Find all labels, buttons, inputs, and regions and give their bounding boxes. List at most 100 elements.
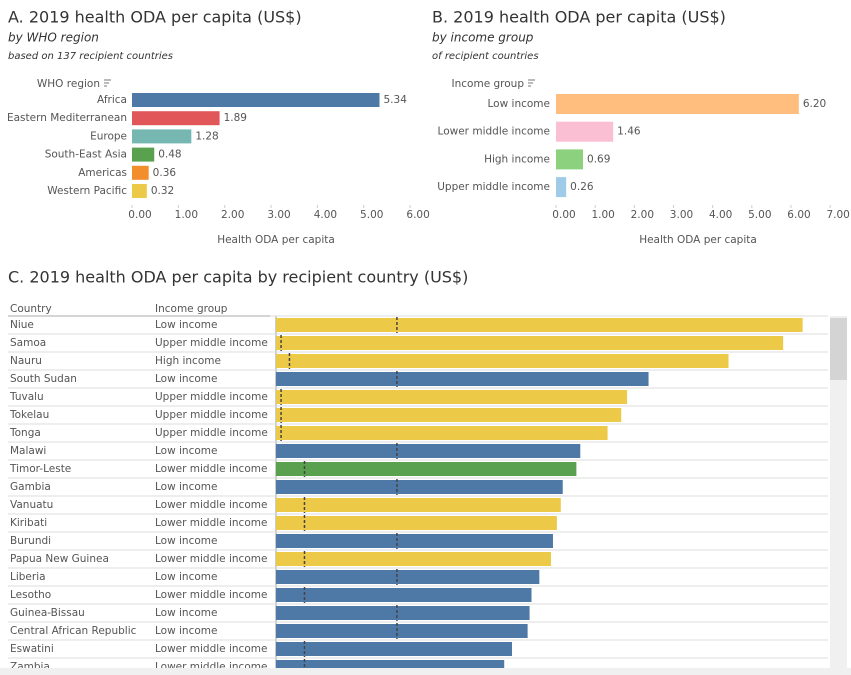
sort-icon[interactable] [528,79,535,87]
bar [276,336,784,350]
bar [132,184,147,198]
x-axis-title: Health ODA per capita [639,234,757,246]
category-header: WHO region [37,78,100,90]
bar [276,462,577,476]
value-label: 0.36 [153,167,177,179]
bar [276,534,553,548]
bottom-strip [0,668,851,675]
bar [276,408,622,422]
x-axis-title: Health ODA per capita [217,234,335,246]
bar [132,147,155,162]
x-tick-label: 5.00 [748,209,771,221]
bar [276,372,649,386]
value-label: 1.89 [224,112,247,124]
country-label: Papua New Guinea [10,553,109,565]
country-label: Kiribati [10,517,47,529]
income-label: Lower middle income [155,463,267,475]
country-label: Niue [10,319,34,331]
country-label: Gambia [10,481,51,493]
chart-note: based on 137 recipient countries [8,51,173,62]
x-tick-label: 7.00 [826,209,849,221]
bar [556,177,567,198]
country-label: South Sudan [10,373,77,385]
x-tick-label: 4.00 [709,209,732,221]
income-label: Upper middle income [155,391,268,403]
x-tick-label: 3.00 [670,209,693,221]
income-label: Low income [155,607,217,619]
income-label: Upper middle income [155,409,268,421]
x-tick-label: 0.00 [128,209,151,221]
table-bars: Niue Low income Samoa Upper middle income Na… [8,315,828,675]
chart-subtitle: by income group [432,31,534,45]
country-label: Nauru [10,355,42,367]
x-tick-label: 0.00 [552,209,575,221]
income-label: Low income [155,571,217,583]
y-tick-label: Africa [97,94,127,106]
income-label: Lower middle income [155,553,267,565]
value-label: 0.26 [570,181,594,193]
country-label: Burundi [10,535,51,547]
income-label: Lower middle income [155,643,267,655]
income-label: Low income [155,481,217,493]
bar [276,498,561,512]
bar [276,570,540,584]
x-tick-label: 6.00 [406,209,429,221]
bar [276,606,530,620]
bar [276,516,557,530]
income-label: Low income [155,445,217,457]
income-label: Low income [155,625,217,637]
column-header: Income group [155,303,228,315]
value-label: 0.69 [587,153,610,165]
bar [556,121,614,142]
country-label: Eswatini [10,643,54,655]
x-tick-label: 1.00 [175,209,198,221]
bar [276,318,803,332]
bar [556,94,799,114]
sort-icon[interactable] [104,79,111,87]
bar [276,426,608,440]
x-tick-label: 1.00 [591,209,614,221]
bar [276,552,552,566]
scrollbar[interactable] [830,316,847,668]
y-tick-label: Upper middle income [437,181,550,193]
country-label: Malawi [10,445,46,457]
value-label: 0.32 [151,185,174,197]
y-tick-label: Europe [90,130,127,142]
value-label: 0.48 [158,149,181,161]
value-label: 5.34 [384,94,408,106]
bar [276,444,581,458]
bar [276,354,729,368]
y-tick-label: High income [484,153,550,165]
x-tick-label: 4.00 [314,209,337,221]
chart-title: C. 2019 health ODA per capita by recipie… [8,268,468,287]
y-tick-label: Americas [78,167,127,179]
bar [132,165,149,180]
bar [276,390,628,404]
income-label: Lower middle income [155,499,267,511]
income-label: Upper middle income [155,337,268,349]
income-label: Low income [155,373,217,385]
chart-title: B. 2019 health ODA per capita (US$) [432,8,726,27]
y-tick-label: South-East Asia [45,149,127,161]
income-label: Low income [155,319,217,331]
scrollbar-thumb[interactable] [830,318,847,380]
chart-title: A. 2019 health ODA per capita (US$) [8,8,302,27]
country-label: Vanuatu [10,499,53,511]
x-tick-label: 5.00 [360,209,383,221]
bar [132,93,380,107]
value-label: 1.28 [195,130,218,142]
x-tick-label: 2.00 [631,209,654,221]
x-tick-label: 3.00 [267,209,290,221]
y-tick-label: Eastern Mediterranean [7,112,127,124]
y-tick-label: Lower middle income [438,126,550,138]
x-tick-label: 6.00 [787,209,810,221]
income-label: Lower middle income [155,517,267,529]
value-label: 1.46 [617,126,641,138]
column-header: Country [10,303,52,315]
country-label: Lesotho [10,589,51,601]
country-label: Tokelau [9,409,49,421]
y-tick-label: Western Pacific [47,185,127,197]
income-label: Upper middle income [155,427,268,439]
category-header: Income group [452,78,525,90]
